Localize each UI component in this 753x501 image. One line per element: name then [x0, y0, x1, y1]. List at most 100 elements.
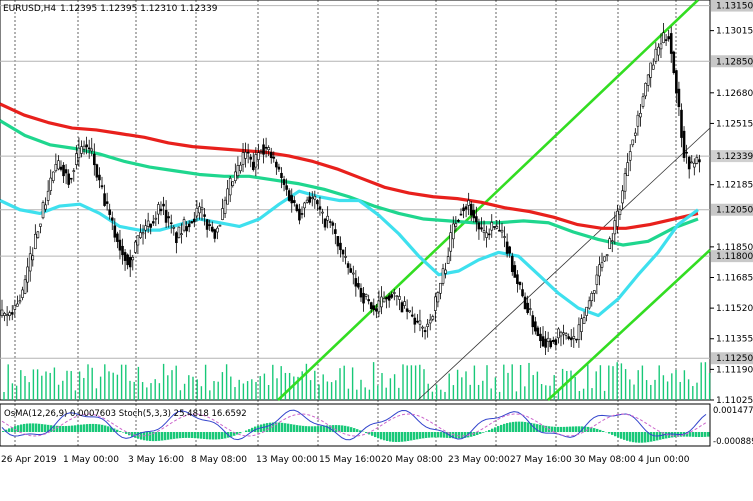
- candle-body: [509, 247, 511, 253]
- osma-bar: [80, 425, 82, 432]
- candle-body: [393, 293, 395, 294]
- candle-body: [98, 175, 100, 180]
- osma-bar: [380, 432, 382, 439]
- osma-bar: [563, 427, 565, 432]
- candle-body: [75, 154, 77, 165]
- osma-bar: [524, 422, 526, 432]
- osma-bar: [221, 432, 223, 439]
- osma-bar: [479, 432, 481, 434]
- candle-body: [122, 246, 124, 255]
- candle-body: [91, 149, 93, 151]
- candle-body: [298, 209, 300, 220]
- candle-body: [370, 303, 372, 309]
- candle-body: [301, 213, 303, 214]
- candle-body: [622, 191, 624, 203]
- osma-bar: [239, 432, 241, 433]
- osma-bar: [407, 432, 409, 441]
- candle-body: [170, 223, 172, 224]
- candle-body: [416, 321, 418, 322]
- candle-body: [557, 329, 559, 338]
- price-tick-label: 1.11355: [716, 335, 753, 345]
- candle-body: [483, 231, 485, 233]
- candle-body: [327, 216, 329, 220]
- osma-bar: [158, 432, 160, 441]
- candle-body: [552, 340, 554, 341]
- candle-body: [516, 275, 518, 284]
- candle-body: [22, 290, 24, 298]
- osma-bar: [494, 427, 496, 432]
- candle-body: [322, 212, 324, 213]
- osma-bar: [155, 432, 157, 441]
- candle-body: [14, 305, 16, 309]
- osma-bar: [482, 432, 484, 433]
- osma-bar: [575, 426, 577, 432]
- time-tick-label: 1 May 00:00: [63, 455, 119, 465]
- candle-body: [150, 224, 152, 227]
- candle-body: [419, 321, 421, 324]
- candle-body: [452, 224, 454, 239]
- price-tick-label: 1.11025: [716, 396, 753, 406]
- osma-bar: [215, 432, 217, 439]
- osma-bar: [638, 432, 640, 443]
- osma-bar: [617, 432, 619, 438]
- header-ohlc: 1.12395 1.12395 1.12310 1.12339: [60, 4, 218, 14]
- candle-body: [245, 152, 247, 158]
- osma-bar: [44, 424, 46, 432]
- candle-body: [498, 230, 500, 231]
- candle-body: [324, 219, 326, 227]
- candle-body: [696, 157, 698, 163]
- osma-bar: [419, 432, 421, 439]
- candle-body: [537, 328, 539, 336]
- candle-body: [575, 339, 577, 340]
- candle-body: [19, 301, 21, 302]
- candle-body: [591, 293, 593, 300]
- candle-body: [78, 148, 80, 158]
- osma-bar: [335, 425, 337, 432]
- osma-bar: [461, 432, 463, 438]
- osma-bar: [701, 432, 703, 437]
- osma-bar: [173, 432, 175, 439]
- candle-body: [34, 234, 36, 248]
- osma-bar: [266, 423, 268, 432]
- candle-body: [175, 233, 177, 243]
- candle-body: [332, 223, 334, 226]
- osma-bar: [101, 425, 103, 432]
- candle-body: [424, 330, 426, 331]
- osma-bar: [413, 432, 415, 440]
- candle-body: [586, 307, 588, 315]
- candle-body: [334, 230, 336, 234]
- candle-body: [242, 153, 244, 165]
- osma-bar: [437, 432, 439, 437]
- candle-body: [163, 204, 165, 206]
- candle-body: [186, 226, 188, 231]
- candle-body: [311, 198, 313, 199]
- candle-body: [380, 297, 382, 307]
- osma-bar: [74, 425, 76, 432]
- candle-body: [342, 250, 344, 254]
- candle-body: [673, 52, 675, 73]
- candle-body: [237, 165, 239, 175]
- osma-bar: [17, 425, 19, 432]
- indicator-axis-top: 0.0014777: [713, 406, 753, 416]
- candle-body: [291, 196, 293, 203]
- candle-body: [50, 178, 52, 190]
- time-tick-label: 20 May 08:00: [381, 455, 443, 465]
- candle-body: [606, 255, 608, 256]
- price-level-label: 1.12050: [716, 206, 753, 216]
- osma-bar: [353, 428, 355, 432]
- candle-body: [232, 182, 234, 186]
- osma-bar: [83, 424, 85, 432]
- candle-body: [337, 236, 339, 246]
- candle-body: [339, 243, 341, 250]
- candle-body: [229, 178, 231, 195]
- candle-body: [511, 256, 513, 272]
- osma-bar: [521, 422, 523, 432]
- osma-bar: [308, 426, 310, 432]
- osma-bar: [488, 430, 490, 432]
- candle-body: [116, 234, 118, 242]
- osma-bar: [404, 432, 406, 441]
- candle-body: [693, 163, 695, 167]
- candle-body: [191, 222, 193, 224]
